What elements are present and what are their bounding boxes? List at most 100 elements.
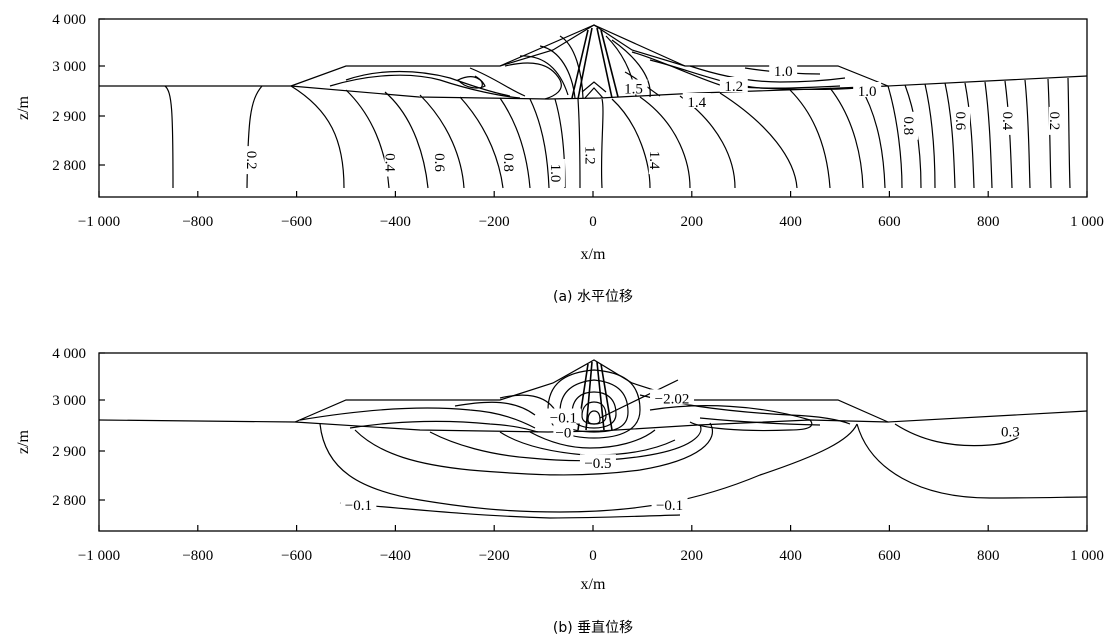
x-axis-label-b: x/m — [581, 576, 606, 593]
contour-label-bg — [1048, 106, 1064, 135]
x-ticks-b: −1 000 −800 −600 −400 −200 0 200 400 600 800 1 000 — [78, 525, 1104, 564]
y-tick-label: 2 900 — [52, 109, 86, 125]
x-tick-label: 600 — [878, 214, 901, 230]
contour-label-bg — [682, 93, 711, 108]
contour-label: 1.5 — [619, 79, 648, 98]
contour-label-text: 0.3 — [1001, 425, 1020, 441]
y-tick-label: 4 000 — [52, 12, 86, 28]
contour-label-bg — [553, 423, 574, 439]
x-tick-label: 400 — [779, 548, 802, 564]
y-tick-label: 2 900 — [52, 444, 86, 460]
contour-label-text: −0.1 — [656, 498, 683, 514]
contour-label-bg — [769, 62, 798, 77]
y-tick-label: 2 800 — [52, 493, 86, 509]
x-tick-label: 400 — [779, 214, 802, 230]
contour-label-bg — [384, 148, 400, 177]
contour-label-text: 1.0 — [774, 64, 793, 80]
contour-label: −0.5 — [579, 454, 616, 472]
contour-label-bg — [955, 106, 971, 135]
y-axis-label-a: z/m — [15, 95, 32, 120]
contour-label-bg — [619, 79, 648, 95]
x-tick-label: −400 — [380, 214, 411, 230]
y-ticks-b: 4 000 3 000 2 900 2 800 — [52, 346, 105, 509]
contour-label-text: 0.4 — [999, 112, 1015, 131]
contour-label-text: 1.2 — [582, 146, 598, 165]
x-tick-label: −800 — [182, 214, 213, 230]
embankment-contours-a — [329, 27, 859, 100]
contour-label-text: 1.2 — [724, 79, 743, 95]
contour-label-bg — [246, 146, 262, 175]
contour-labels-b: −2.02−0.1 −0.1−0.50.3−0.1−0 — [340, 389, 1025, 514]
contour-label-bg — [1001, 106, 1017, 135]
x-tick-label: 200 — [681, 214, 704, 230]
contour-label-text: 1.4 — [646, 151, 662, 170]
contour-label: 1.0 — [769, 62, 798, 80]
contour-label: 1.0 — [547, 159, 565, 187]
x-tick-label: 600 — [878, 548, 901, 564]
x-tick-label: 0 — [589, 214, 597, 230]
x-tick-label: −400 — [380, 548, 411, 564]
contour-label-text: 0.2 — [1046, 112, 1062, 131]
contour-label-bg — [650, 389, 695, 405]
contour-label: 1.4 — [646, 146, 664, 175]
contour-lines-b — [299, 361, 1088, 519]
x-tick-label: 800 — [977, 548, 1000, 564]
contour-label-bg — [340, 495, 377, 511]
x-tick-label: 1 000 — [1070, 548, 1104, 564]
contour-label: 0.3 — [996, 422, 1025, 441]
x-tick-label: 1 000 — [1070, 214, 1104, 230]
geometry-a — [99, 24, 1088, 100]
contour-label-bg — [503, 148, 519, 177]
contour-label-bg — [996, 422, 1025, 438]
contour-label: 0.2 — [243, 146, 262, 175]
contour-label-text: −0.1 — [550, 411, 577, 427]
x-axis-label-a: x/m — [581, 246, 606, 263]
contour-label: 0.4 — [381, 148, 400, 177]
contour-label-bg — [579, 454, 616, 470]
x-ticks-a: −1 000 −800 −600 −400 −200 0 200 400 600 800 1 000 — [78, 191, 1104, 230]
contour-label: −0.1 — [340, 495, 377, 514]
contour-label: 1.2 — [719, 77, 748, 95]
x-tick-label: −800 — [182, 548, 213, 564]
contour-label: −0.1 — [545, 408, 582, 427]
panel-a: 4 000 3 000 2 900 2 800 z/m −1 000 −800 −6… — [15, 12, 1104, 305]
contour-label-bg — [545, 408, 582, 424]
contour-label: −0.1 — [651, 495, 688, 514]
y-axis-label-b: z/m — [15, 429, 32, 454]
contour-label-bg — [719, 77, 748, 92]
contour-lines-a — [164, 77, 1071, 189]
x-tick-label: −600 — [281, 214, 312, 230]
x-tick-label: −200 — [479, 548, 510, 564]
contour-label: 0.2 — [1046, 106, 1064, 135]
contour-label-bg — [584, 141, 600, 170]
contour-label: 0.8 — [900, 111, 919, 140]
contour-label: −2.02 — [650, 389, 695, 407]
x-tick-label: 200 — [681, 548, 704, 564]
contour-label-bg — [433, 148, 449, 177]
contour-label: 0.6 — [952, 106, 971, 135]
y-tick-label: 3 000 — [52, 59, 86, 75]
contour-label: 1.2 — [582, 141, 600, 170]
contour-labels-a: 0.2 0.4 0.6 0.8 1.0 1.2 1.4 1.5 1.4 1.2 1.0 1.0 0.8 0… — [243, 62, 1064, 187]
contour-label: 0.4 — [999, 106, 1017, 135]
contour-label: 1.0 — [853, 82, 882, 100]
contour-label-bg — [648, 146, 664, 175]
contour-label-bg — [549, 159, 565, 187]
contour-label: −0 — [553, 423, 574, 442]
contour-label-text: −0.1 — [345, 498, 372, 514]
y-tick-label: 2 800 — [52, 158, 86, 174]
contour-label-text: 0.2 — [243, 151, 259, 170]
contour-label: 0.6 — [431, 148, 449, 177]
contour-label-text: 1.0 — [547, 164, 563, 183]
contour-label-text: −0.5 — [584, 456, 611, 472]
contour-label-bg — [651, 495, 688, 511]
contour-label-text: −0 — [555, 426, 571, 442]
contour-label-bg — [853, 82, 882, 97]
y-ticks-a: 4 000 3 000 2 900 2 800 — [52, 12, 105, 174]
x-tick-label: 0 — [589, 548, 597, 564]
contour-label: 0.8 — [500, 148, 519, 177]
contour-label-text: 1.0 — [858, 84, 877, 100]
caption-b: (b) 垂直位移 — [553, 619, 633, 636]
x-tick-label: −1 000 — [78, 548, 120, 564]
